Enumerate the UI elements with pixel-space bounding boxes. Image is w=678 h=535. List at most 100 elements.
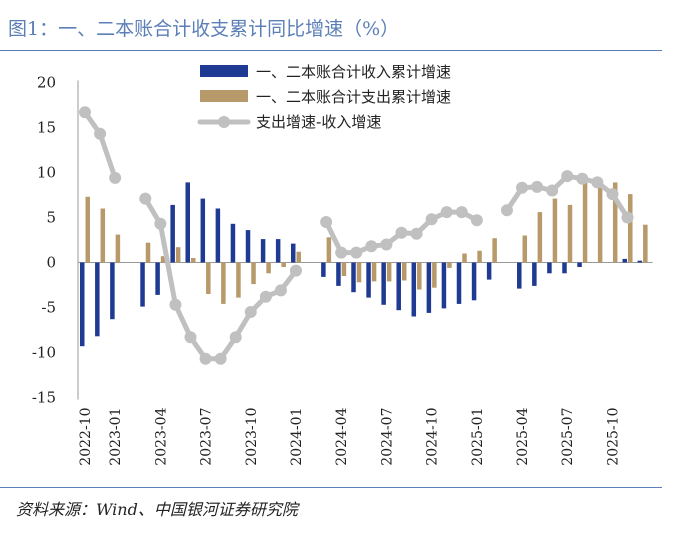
diff-point [365,240,378,253]
income-bar [230,223,236,263]
expense-bar [612,182,618,263]
diff-point [425,213,438,226]
diff-point [350,246,363,259]
income-bar [336,262,341,286]
diff-point [606,188,619,201]
income-bar [140,262,145,307]
diff-point [531,180,544,193]
diff-point [591,176,604,189]
expense-bar [401,262,407,281]
diff-point [546,184,559,197]
expense-bar [100,208,106,263]
y-tick-label: -10 [32,344,56,362]
expense-bar [552,198,558,263]
diff-point [576,172,589,185]
y-tick-label: 15 [37,119,56,137]
diff-point [289,264,302,277]
y-tick-label: 0 [46,254,56,272]
expense-bar [567,204,573,263]
x-tick-label: 2023-04 [153,407,169,465]
expense-bar [582,177,588,263]
expense-bar [432,262,437,288]
income-bar [622,258,628,263]
income-bar [215,208,221,263]
diff-series-line [142,196,299,362]
legend-swatch-marker [218,116,230,128]
x-tick-label: 2025-07 [560,408,576,466]
y-tick-label: 10 [37,164,56,182]
diff-point [94,127,107,140]
income-bar [441,262,447,309]
income-bar [245,230,251,263]
expense-bar [221,262,226,304]
diff-point [380,238,393,251]
y-tick-label: -5 [41,299,56,317]
expense-bar [447,262,452,268]
legend-swatch [200,65,248,77]
diff-point [229,331,242,344]
diff-point [244,306,257,318]
diff-point [169,298,182,311]
x-tick-label: 2024-10 [425,408,441,466]
income-bar [155,262,160,295]
x-tick-label: 2025-10 [605,408,621,466]
income-bar [426,262,432,313]
income-bar [366,262,371,298]
x-tick-label: 2024-01 [289,408,305,466]
diff-point [109,171,122,184]
expense-bar [462,253,467,263]
expense-bar [236,262,241,298]
diff-point [184,331,197,344]
x-tick-label: 2024-07 [379,408,395,466]
income-bar [290,243,296,263]
x-tick-label: 2022-10 [78,408,94,466]
income-bar [185,182,190,263]
expense-bar [326,237,332,263]
x-tick-label: 2025-01 [470,408,486,466]
x-tick-label: 2023-10 [244,408,260,466]
diff-point [214,352,227,365]
diff-point [440,206,453,219]
income-bar [260,239,266,263]
chart-title: 图1：一、二本账合计收支累计同比增速（%） [8,18,400,40]
expense-bar [206,262,211,294]
title-rule [0,50,662,51]
diff-point [621,211,634,224]
expense-bar [597,178,603,263]
income-bar [321,262,326,277]
income-bar [577,262,582,267]
diff-point [259,290,272,303]
income-bar [637,260,643,263]
diff-point [335,246,348,259]
expense-bar [341,262,347,276]
y-tick-label: 5 [46,209,56,227]
x-tick-label: 2024-04 [334,407,350,465]
diff-point [154,217,167,230]
diff-point [199,352,212,365]
expense-bar [628,194,633,263]
x-tick-label: 2023-07 [199,408,215,466]
income-bar [170,204,175,263]
footer-rule [0,487,662,488]
y-tick-label: 20 [37,74,56,92]
income-bar [275,239,281,263]
income-bar [411,262,417,317]
expense-bar [160,256,166,263]
diff-point [320,216,333,228]
x-tick-label: 2025-04 [515,407,531,465]
expense-bar [251,262,256,285]
expense-bar [115,234,121,263]
legend-label: 一、二本账合计收入累计增速 [256,63,451,81]
diff-point [470,214,483,227]
income-bar [532,262,537,286]
diff-point [395,226,408,239]
diff-point [274,284,287,297]
diff-series-line [82,109,118,181]
income-bar [80,262,85,347]
expense-bar [85,196,90,263]
expense-bar [371,262,377,282]
y-tick-label: -15 [32,389,56,407]
diff-point [139,192,152,205]
expense-bar [537,212,543,263]
